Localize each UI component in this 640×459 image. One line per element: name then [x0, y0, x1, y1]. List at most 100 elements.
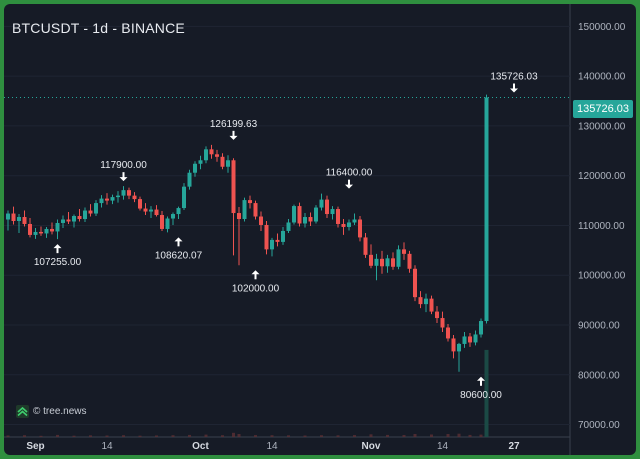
candle: [259, 211, 263, 231]
volume-bar: [254, 435, 257, 437]
candle-body: [176, 208, 181, 215]
candle-body: [468, 336, 472, 343]
candle: [314, 205, 318, 224]
volume-bar: [446, 434, 450, 437]
candle-body: [44, 228, 49, 234]
candle-body: [165, 218, 170, 229]
candle: [143, 203, 148, 216]
candle: [468, 332, 472, 347]
candle-body: [435, 311, 439, 319]
candle: [28, 218, 32, 238]
candle: [341, 219, 346, 235]
candle-body: [55, 222, 60, 232]
candle: [220, 153, 225, 170]
candle: [187, 169, 192, 190]
candle-body: [237, 213, 241, 220]
candle: [292, 204, 296, 225]
candle: [336, 206, 340, 228]
candle-body: [204, 149, 208, 161]
candle-body: [242, 200, 247, 220]
candle: [270, 237, 274, 257]
candle-body: [396, 249, 401, 267]
candle: [39, 226, 43, 236]
candle: [402, 242, 406, 260]
candle: [171, 212, 175, 225]
candle-body: [325, 199, 329, 215]
candle-body: [369, 254, 373, 266]
candle-body: [374, 258, 379, 266]
price-annotation: 117900.00: [100, 160, 147, 182]
candle-body: [231, 160, 236, 214]
candle-body: [33, 231, 38, 235]
candle: [264, 220, 269, 255]
candle: [83, 207, 87, 222]
volume-bar: [369, 434, 373, 437]
volume-bars: [6, 349, 489, 437]
candle: [325, 195, 329, 219]
candle-body: [462, 336, 467, 344]
annotation-label: 116400.00: [326, 168, 373, 179]
candle: [22, 210, 27, 227]
candle: [363, 232, 368, 258]
candle-body: [77, 216, 82, 220]
candle-body: [418, 297, 423, 305]
candle-body: [226, 160, 230, 167]
candle-body: [193, 163, 197, 173]
candle-body: [314, 207, 318, 222]
candle: [413, 265, 417, 302]
candle-body: [105, 198, 109, 201]
candle: [281, 226, 285, 245]
candle: [380, 250, 384, 274]
annotation-label: 135726.03: [490, 71, 538, 82]
volume-bar: [353, 435, 356, 437]
candle: [94, 200, 98, 217]
candle: [149, 206, 153, 219]
annotation-label: 126199.63: [210, 119, 258, 130]
candle: [77, 209, 82, 222]
candle: [226, 155, 230, 173]
candle: [253, 200, 258, 220]
candle-body: [363, 237, 368, 255]
candle: [407, 250, 412, 273]
price-annotation: 116400.00: [326, 168, 373, 189]
candle: [391, 252, 395, 270]
volume-bar: [430, 434, 433, 437]
price-annotation: 102000.00: [232, 270, 280, 294]
candle-body: [259, 216, 263, 225]
candle: [6, 210, 10, 231]
candle: [446, 324, 450, 342]
candle: [297, 202, 302, 227]
candle: [198, 155, 203, 170]
candle: [352, 213, 357, 225]
candle-body: [336, 209, 340, 224]
candle: [160, 211, 164, 231]
candle: [61, 215, 65, 228]
price-tick-label: 150000.00: [578, 22, 626, 33]
candle: [248, 195, 252, 209]
arrow-down-icon: [119, 177, 128, 182]
candle-body: [275, 239, 280, 242]
candle-body: [182, 186, 186, 209]
volume-bar: [204, 434, 208, 437]
candle: [193, 161, 197, 177]
volume-bar: [72, 435, 76, 437]
volume-bar: [413, 434, 417, 437]
arrow-down-icon: [345, 184, 353, 189]
time-tick-label: Sep: [26, 441, 44, 452]
candle: [215, 149, 219, 162]
candle-body: [28, 223, 32, 235]
candle: [165, 216, 170, 233]
volume-bar: [6, 435, 10, 437]
candle: [275, 233, 280, 247]
candle: [242, 197, 247, 222]
candle-body: [171, 214, 175, 219]
candle-body: [347, 222, 351, 227]
candle: [99, 195, 104, 208]
candle-body: [39, 231, 43, 234]
candle: [17, 214, 21, 233]
chart-canvas[interactable]: 107255.00 117900.00 108620.07 126199.63 1020…: [4, 4, 636, 455]
candle: [209, 144, 214, 159]
candle-body: [391, 258, 395, 267]
candle: [435, 306, 439, 324]
volume-bar: [105, 435, 109, 437]
